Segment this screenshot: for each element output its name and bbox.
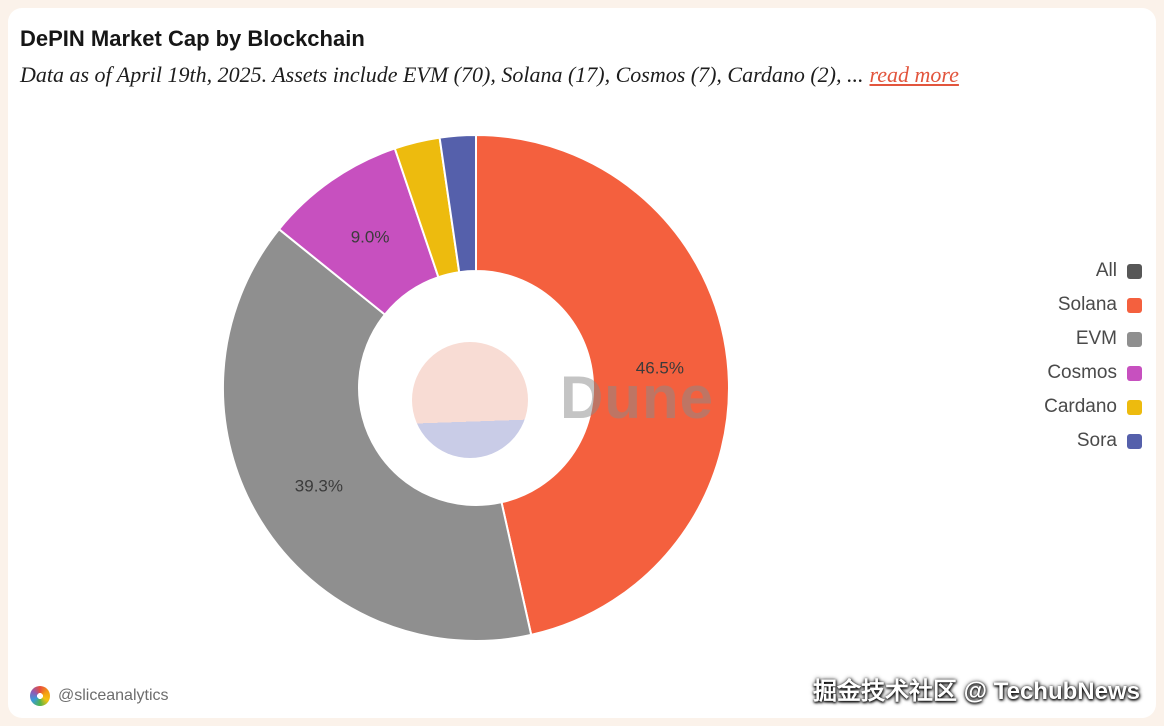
legend-swatch [1127,297,1142,313]
chart-card: DePIN Market Cap by Blockchain Data as o… [8,8,1156,718]
legend-label: All [1095,260,1117,281]
legend-label: Cardano [1044,396,1117,417]
slice-label-solana: 46.5% [636,359,684,378]
legend-label: Cosmos [1047,362,1117,383]
legend-swatch [1127,331,1142,347]
legend-swatch [1127,433,1142,449]
legend-label: EVM [1075,328,1117,349]
legend-item-cardano[interactable]: Cardano [1044,390,1142,424]
page-title: DePIN Market Cap by Blockchain [20,26,365,51]
legend-swatch [1127,365,1142,381]
read-more-link[interactable]: read more [869,62,959,87]
donut-slice-sora[interactable] [438,133,477,274]
legend-item-cosmos[interactable]: Cosmos [1044,356,1142,390]
chart-legend: All Solana EVM Cosmos Cardano Sora [1044,254,1142,458]
subtitle-text: Data as of April 19th, 2025. Assets incl… [20,62,864,87]
legend-item-evm[interactable]: EVM [1044,322,1142,356]
legend-swatch [1127,399,1142,415]
donut-slice-solana[interactable] [475,133,730,637]
legend-swatch [1127,263,1142,279]
pinwheel-icon [30,686,50,706]
slice-label-cosmos: 9.0% [351,227,390,246]
legend-label: Sora [1076,430,1117,451]
chart-subtitle: Data as of April 19th, 2025. Assets incl… [20,62,959,88]
legend-item-all[interactable]: All [1044,254,1142,288]
legend-label: Solana [1057,294,1117,315]
center-avatar [412,342,528,458]
legend-item-sora[interactable]: Sora [1044,424,1142,458]
donut-slice-evm[interactable] [221,227,533,642]
legend-item-solana[interactable]: Solana [1044,288,1142,322]
author-link[interactable]: @sliceanalytics [30,686,169,706]
author-handle: @sliceanalytics [58,687,169,704]
donut-chart: 46.5% 39.3% 9.0% [221,133,730,642]
slice-label-evm: 39.3% [295,477,343,496]
